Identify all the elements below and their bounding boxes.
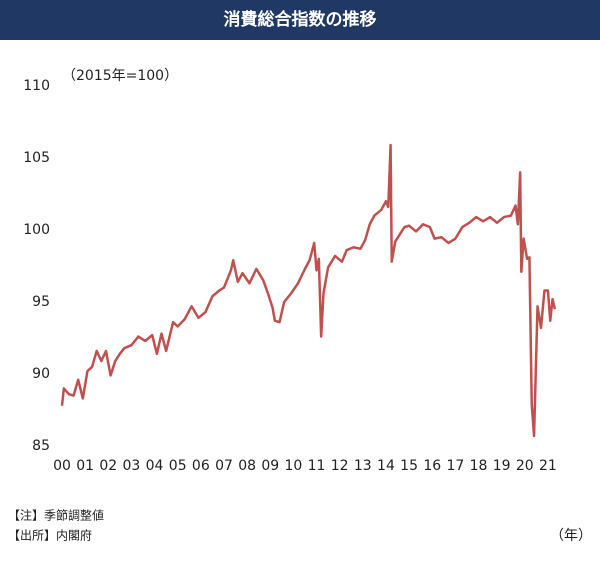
x-tick-label: 17	[446, 458, 464, 474]
y-tick-label: 85	[32, 438, 50, 454]
x-tick-label: 13	[354, 458, 372, 474]
x-tick-label: 18	[470, 458, 488, 474]
subtitle: （2015年=100）	[62, 68, 178, 84]
x-axis-label: （年）	[550, 528, 592, 544]
title-banner	[0, 0, 600, 40]
x-tick-label: 14	[377, 458, 395, 474]
x-tick-label: 00	[53, 458, 71, 474]
x-tick-label: 09	[261, 458, 279, 474]
x-tick-label: 10	[284, 458, 302, 474]
x-tick-label: 12	[331, 458, 349, 474]
x-tick-label: 04	[146, 458, 164, 474]
x-tick-label: 21	[539, 458, 557, 474]
y-tick-label: 90	[32, 366, 50, 382]
chart-title: 消費総合指数の推移	[224, 9, 377, 30]
x-tick-label: 07	[215, 458, 233, 474]
x-tick-label: 20	[516, 458, 534, 474]
note: 【出所】内閣府	[8, 528, 92, 543]
x-tick-label: 05	[169, 458, 187, 474]
x-tick-label: 19	[493, 458, 511, 474]
x-tick-label: 16	[423, 458, 441, 474]
y-tick-label: 95	[32, 294, 50, 310]
x-tick-label: 15	[400, 458, 418, 474]
x-tick-label: 02	[99, 458, 117, 474]
x-tick-label: 06	[192, 458, 210, 474]
note: 【注】季節調整値	[8, 508, 104, 523]
x-tick-label: 11	[308, 458, 326, 474]
x-tick-label: 01	[76, 458, 94, 474]
y-tick-label: 110	[23, 78, 50, 94]
y-tick-label: 105	[23, 150, 50, 166]
data-line	[60, 143, 557, 438]
x-tick-label: 03	[123, 458, 141, 474]
y-tick-label: 100	[23, 222, 50, 238]
x-tick-label: 08	[238, 458, 256, 474]
